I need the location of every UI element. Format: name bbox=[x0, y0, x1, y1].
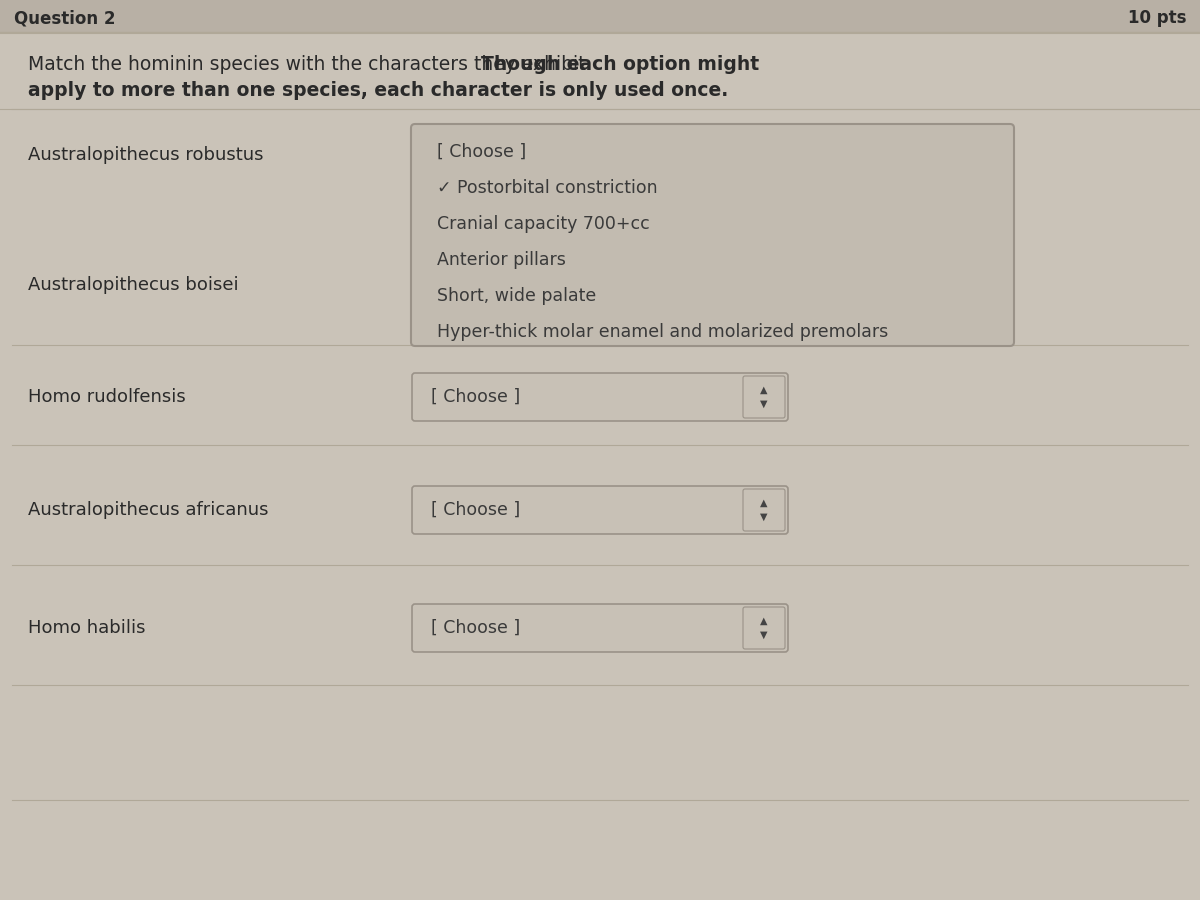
Text: ▼: ▼ bbox=[761, 630, 768, 640]
FancyBboxPatch shape bbox=[410, 124, 1014, 346]
Text: ▼: ▼ bbox=[761, 512, 768, 522]
Text: Hyper-thick molar enamel and molarized premolars: Hyper-thick molar enamel and molarized p… bbox=[437, 323, 888, 341]
Text: Short, wide palate: Short, wide palate bbox=[437, 287, 596, 305]
Text: [ Choose ]: [ Choose ] bbox=[431, 619, 521, 637]
FancyBboxPatch shape bbox=[412, 373, 788, 421]
FancyBboxPatch shape bbox=[412, 604, 788, 652]
Text: Match the hominin species with the characters they exhibit.: Match the hominin species with the chara… bbox=[28, 55, 598, 74]
Text: Homo habilis: Homo habilis bbox=[28, 619, 145, 637]
Text: ▲: ▲ bbox=[761, 616, 768, 626]
Text: 10 pts: 10 pts bbox=[1128, 9, 1186, 27]
FancyBboxPatch shape bbox=[412, 486, 788, 534]
Text: Cranial capacity 700+cc: Cranial capacity 700+cc bbox=[437, 215, 649, 233]
Bar bbox=[0, 0, 1200, 32]
Text: Though each option might: Though each option might bbox=[481, 55, 760, 74]
FancyBboxPatch shape bbox=[743, 376, 785, 418]
Text: Anterior pillars: Anterior pillars bbox=[437, 251, 566, 269]
Text: Australopithecus africanus: Australopithecus africanus bbox=[28, 501, 269, 519]
Text: Homo rudolfensis: Homo rudolfensis bbox=[28, 388, 186, 406]
Text: ▼: ▼ bbox=[761, 399, 768, 409]
Text: [ Choose ]: [ Choose ] bbox=[431, 388, 521, 406]
Text: Australopithecus boisei: Australopithecus boisei bbox=[28, 276, 239, 294]
Text: ▲: ▲ bbox=[761, 385, 768, 395]
Text: ▲: ▲ bbox=[761, 498, 768, 508]
FancyBboxPatch shape bbox=[743, 607, 785, 649]
Text: Australopithecus robustus: Australopithecus robustus bbox=[28, 146, 264, 164]
Text: Question 2: Question 2 bbox=[14, 9, 115, 27]
Text: apply to more than one species, each character is only used once.: apply to more than one species, each cha… bbox=[28, 82, 728, 101]
FancyBboxPatch shape bbox=[743, 489, 785, 531]
Text: [ Choose ]: [ Choose ] bbox=[437, 143, 527, 161]
Text: [ Choose ]: [ Choose ] bbox=[431, 501, 521, 519]
Text: ✓ Postorbital constriction: ✓ Postorbital constriction bbox=[437, 179, 658, 197]
